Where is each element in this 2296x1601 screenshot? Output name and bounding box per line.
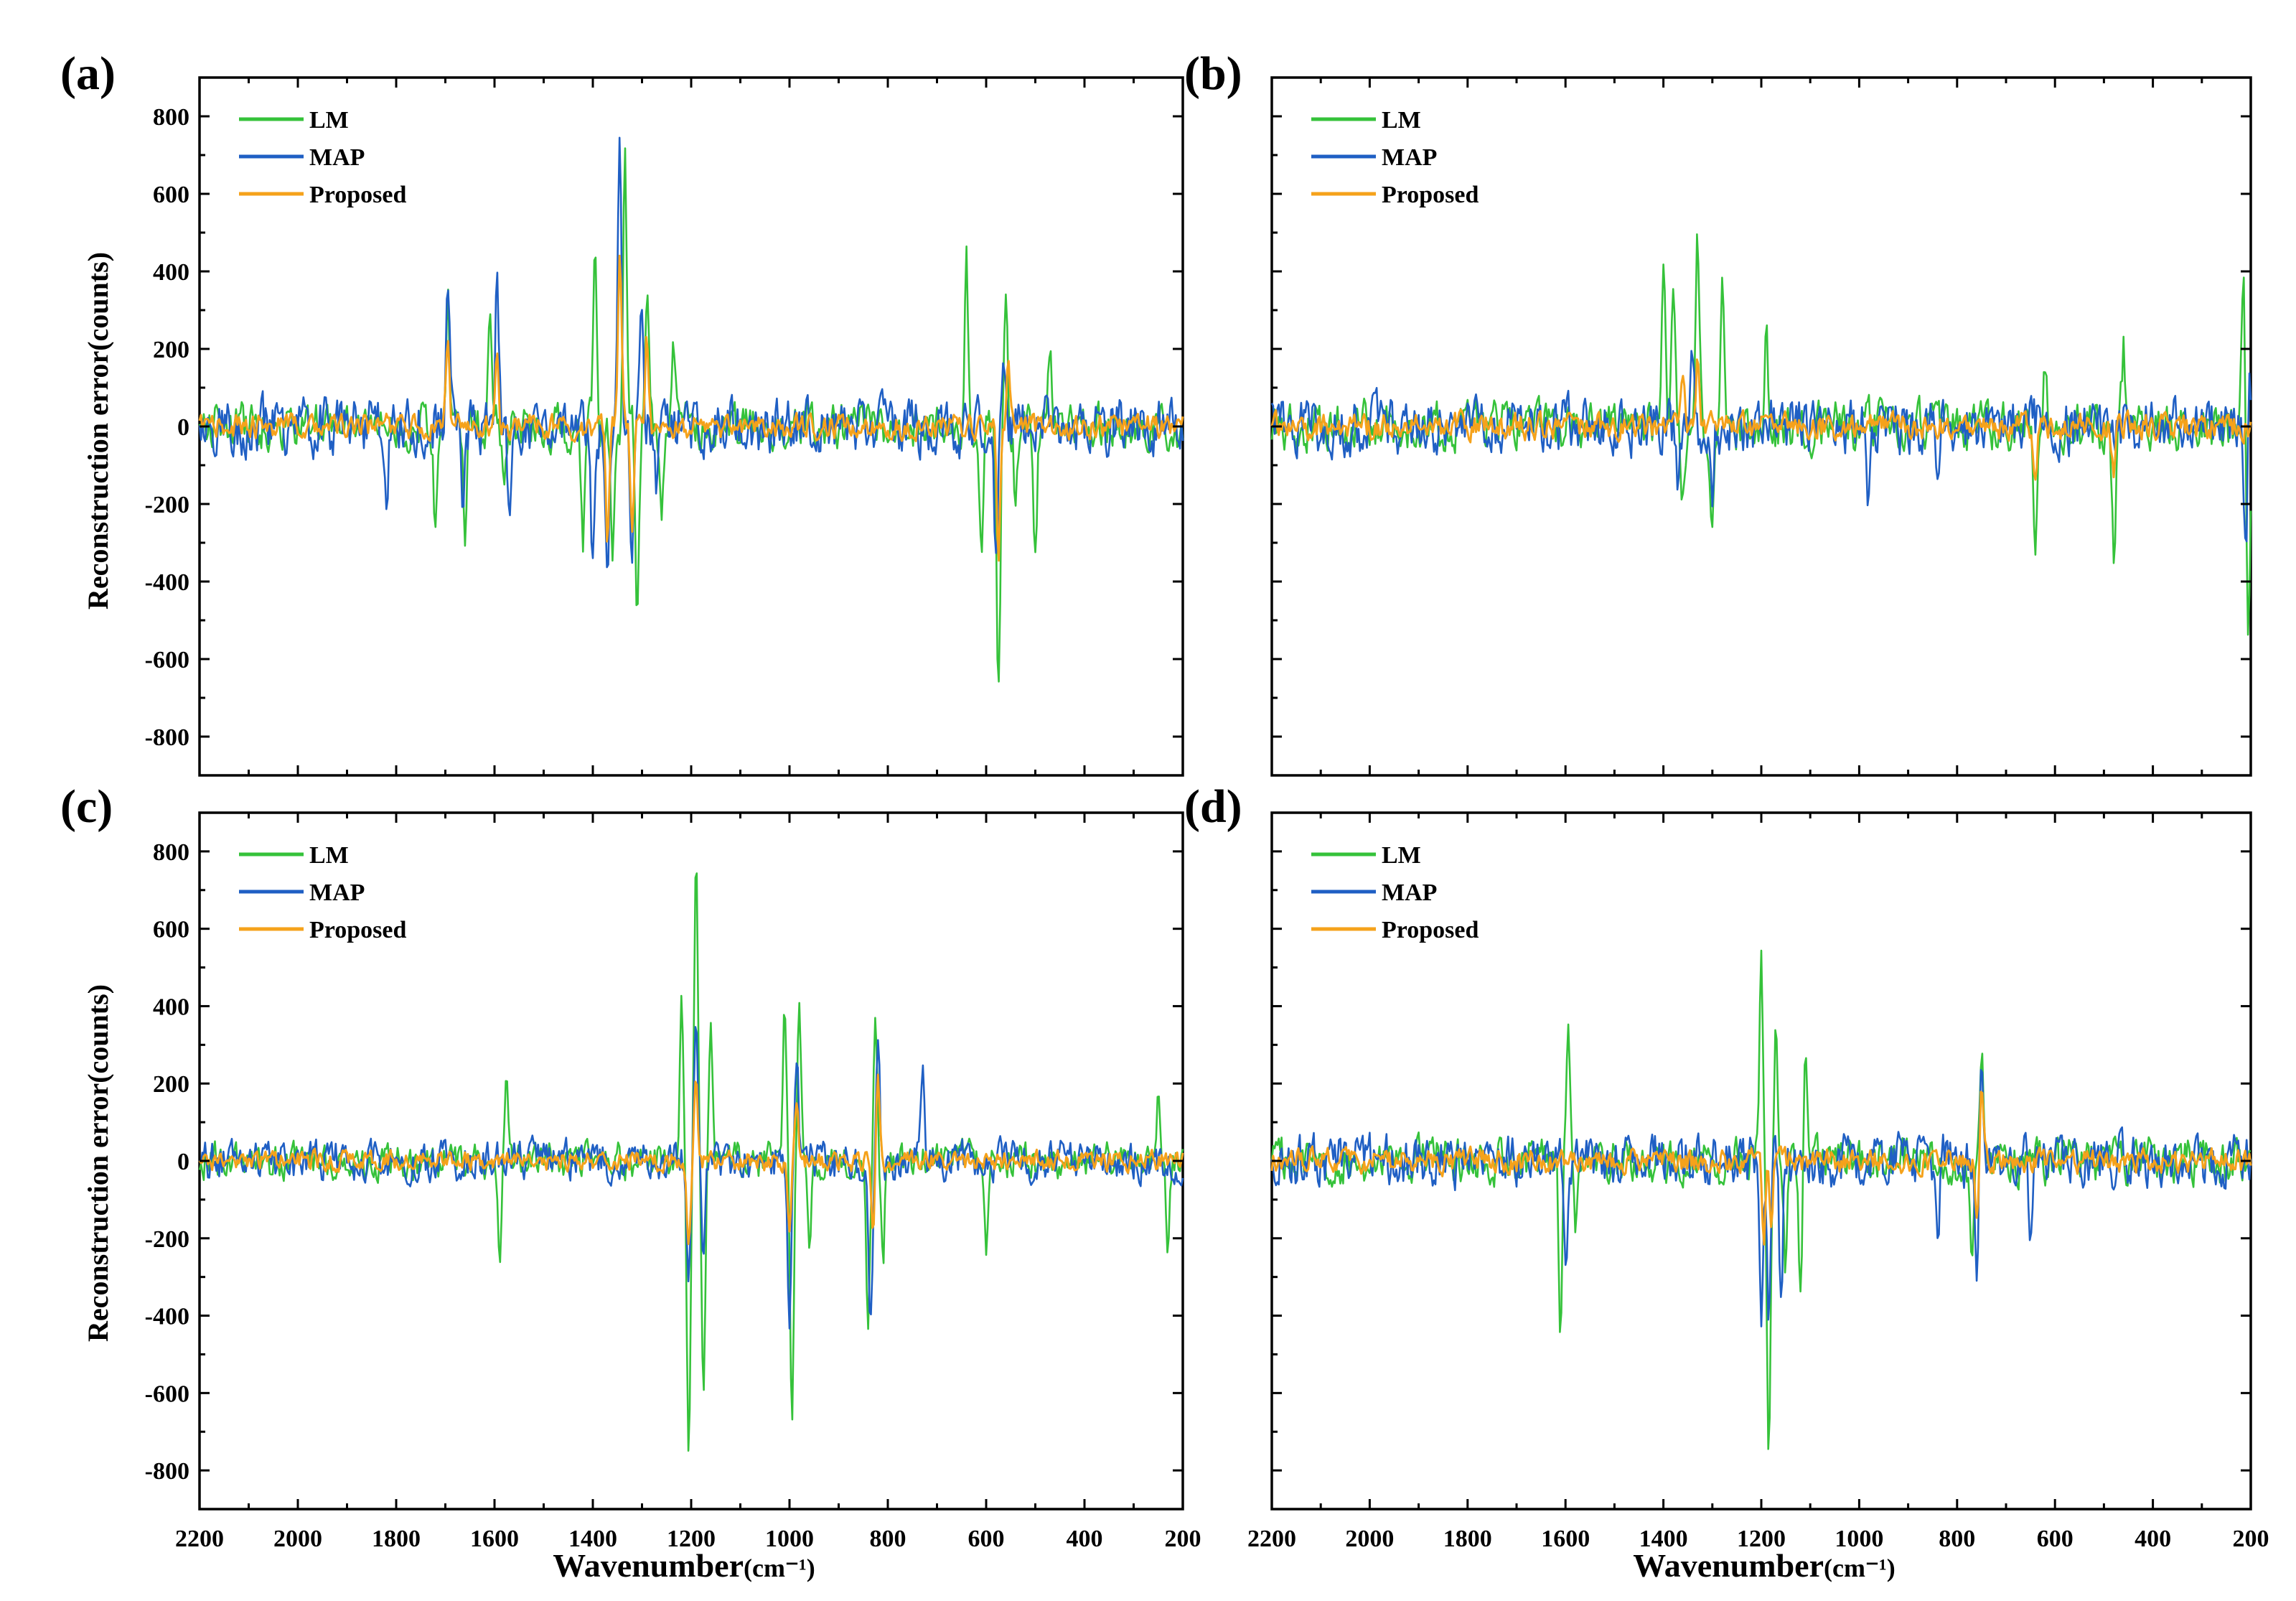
panel-a-series [198, 136, 1184, 683]
panel-c-ytick-label: 0 [177, 1149, 189, 1175]
panel-a: (a) Reconstruction error(counts) 800 600 4… [60, 47, 1184, 777]
panel-a-ytick-label: 400 [153, 259, 189, 286]
panel-b-xticks [1270, 78, 2252, 775]
x-tick-label-left: 800 [870, 1526, 906, 1552]
panel-d-legend-label-proposed: Proposed [1382, 917, 1479, 943]
panel-a-series-proposed [198, 254, 1184, 562]
panel-a-ytick-label: -200 [145, 492, 189, 518]
panel-a-legend-label-proposed: Proposed [309, 182, 406, 208]
panel-c-xticks [198, 813, 1184, 1509]
panel-a-label: (a) [60, 47, 116, 100]
panel-c-ytick-label: -400 [145, 1304, 189, 1330]
panel-c-legend-label-proposed: Proposed [309, 917, 406, 943]
x-tick-label-right: 200 [2233, 1526, 2269, 1552]
panel-a-ytick-label: -800 [145, 724, 189, 751]
x-tick-label-right: 1200 [1737, 1526, 1786, 1552]
panel-c-series [198, 872, 1184, 1452]
panel-c-legend-label-map: MAP [309, 879, 365, 906]
x-axis-title-right: Wavenumber(cm⁻¹) [1633, 1547, 1896, 1584]
x-tick-label-left: 1200 [667, 1526, 716, 1552]
panel-a-ytick-label: -400 [145, 569, 189, 596]
panel-a-series-map [198, 136, 1184, 569]
x-tick-label-right: 800 [1939, 1526, 1975, 1552]
panel-d-series [1270, 949, 2252, 1450]
panel-d-legend: LM MAP Proposed [1311, 842, 1479, 943]
panel-c-legend-label-lm: LM [309, 842, 349, 869]
panel-c-series-proposed [198, 1073, 1184, 1246]
panel-a-ytick-label: 0 [177, 414, 189, 441]
x-tick-label-left: 1400 [568, 1526, 617, 1552]
panel-a-legend-label-lm: LM [309, 107, 349, 134]
panel-b-series-proposed [1270, 358, 2252, 481]
panel-c-ytick-label: 600 [153, 917, 189, 943]
x-tick-labels-right: 2200 2000 1800 1600 1400 1200 1000 800 600 400 200 [1247, 1526, 2269, 1552]
panel-c-yticks: 800 600 400 200 0 -200 -400 -600 -800 [145, 839, 1183, 1485]
panel-c-ytick-label: 400 [153, 994, 189, 1020]
x-tick-label-left: 1800 [372, 1526, 421, 1552]
panel-d-series-proposed [1270, 1091, 2252, 1246]
x-tick-label-left: 400 [1067, 1526, 1103, 1552]
panel-b-legend: LM MAP Proposed [1311, 107, 1479, 208]
panel-c: (c) Reconstruction error(counts) 800 600 4… [60, 780, 1184, 1511]
panel-b-legend-label-map: MAP [1382, 144, 1437, 171]
panel-b-yticks [1272, 115, 2251, 738]
x-axis-title-left: Wavenumber(cm⁻¹) [553, 1547, 815, 1584]
x-tick-label-right: 2000 [1345, 1526, 1394, 1552]
panel-b-legend-label-lm: LM [1382, 107, 1421, 134]
panel-a-ylabel: Reconstruction error(counts) [82, 252, 114, 610]
panel-b-series [1270, 233, 2252, 636]
x-axis-title-right-unit: (cm⁻¹) [1824, 1554, 1896, 1582]
x-tick-labels-left: 2200 2000 1800 1600 1400 1200 1000 800 600 400 200 [175, 1526, 1201, 1552]
x-tick-label-left: 1000 [765, 1526, 814, 1552]
x-tick-label-left: 1600 [470, 1526, 519, 1552]
panel-a-ytick-label: 800 [153, 104, 189, 131]
panel-a-legend-label-map: MAP [309, 144, 365, 171]
panel-a-ytick-label: -600 [145, 647, 189, 673]
x-tick-label-right: 1400 [1639, 1526, 1688, 1552]
x-tick-label-left: 2200 [175, 1526, 224, 1552]
panel-c-ytick-label: 200 [153, 1071, 189, 1098]
panel-c-ytick-label: -600 [145, 1381, 189, 1407]
panel-c-ytick-label: -800 [145, 1458, 189, 1485]
panel-a-ytick-label: 600 [153, 182, 189, 208]
panel-c-ytick-label: 800 [153, 839, 189, 866]
panel-d-label: (d) [1184, 780, 1242, 833]
panel-d-legend-label-lm: LM [1382, 842, 1421, 869]
panel-b-legend-label-proposed: Proposed [1382, 182, 1479, 208]
panel-c-legend: LM MAP Proposed [239, 842, 406, 943]
panel-a-xticks [198, 78, 1184, 775]
panel-c-ytick-label: -200 [145, 1226, 189, 1253]
panel-a-legend: LM MAP Proposed [239, 107, 406, 208]
panel-b-label: (b) [1184, 47, 1242, 100]
panel-a-yticks: 800 600 400 200 0 -200 -400 -600 -800 [145, 104, 1183, 751]
panel-c-label: (c) [60, 780, 113, 833]
x-tick-label-right: 600 [2037, 1526, 2074, 1552]
panel-d-series-map [1270, 1068, 2252, 1327]
panel-d: (d) LM MAP Proposed [1184, 780, 2252, 1511]
x-tick-label-right: 1800 [1443, 1526, 1492, 1552]
x-tick-label-right: 1600 [1541, 1526, 1590, 1552]
x-tick-label-right: 1000 [1835, 1526, 1883, 1552]
panel-d-xticks [1270, 813, 2252, 1509]
panel-d-legend-label-map: MAP [1382, 879, 1437, 906]
x-axis-title-left-unit: (cm⁻¹) [744, 1554, 815, 1582]
panel-a-ytick-label: 200 [153, 337, 189, 363]
panel-d-yticks [1272, 850, 2251, 1472]
x-tick-label-right: 2200 [1247, 1526, 1296, 1552]
panel-c-ylabel: Reconstruction error(counts) [82, 984, 114, 1342]
panel-b: (b) LM MAP Proposed [1184, 47, 2252, 777]
x-axis-title-right-main: Wavenumber [1633, 1547, 1824, 1584]
x-tick-label-left: 600 [968, 1526, 1005, 1552]
x-tick-label-right: 400 [2135, 1526, 2171, 1552]
x-axis-title-left-main: Wavenumber [553, 1547, 744, 1584]
panel-b-series-map [1270, 350, 2252, 543]
x-tick-label-left: 2000 [273, 1526, 322, 1552]
x-tick-label-left: 200 [1165, 1526, 1201, 1552]
